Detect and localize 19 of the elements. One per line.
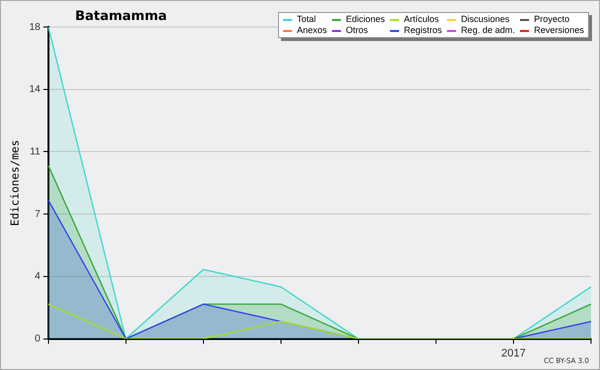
y-tick-label: 4 — [34, 271, 41, 282]
legend-label: Artículos — [404, 14, 439, 25]
legend-label: Registros — [404, 25, 442, 36]
y-axis-title: Ediciones/mes — [8, 140, 22, 226]
legend-label: Ediciones — [346, 14, 385, 25]
legend-label: Reg. de adm. — [460, 25, 515, 36]
y-tick-label: 0 — [34, 334, 41, 345]
legend-label: Discusiones — [460, 14, 510, 25]
legend-label: Reversiones — [534, 25, 584, 36]
y-tick-label: 7 — [34, 208, 41, 220]
legend-label: Total — [296, 14, 316, 25]
y-tick-label: 11 — [30, 146, 41, 158]
y-tick-label: 18 — [29, 22, 41, 33]
chart-title: Batamamma — [74, 9, 168, 24]
legend-label: Anexos — [296, 25, 327, 36]
legend-label: Proyecto — [534, 14, 570, 25]
y-tick-label: 14 — [29, 84, 41, 96]
x-tick-label: 2017 — [501, 347, 526, 360]
legend-label: Otros — [346, 25, 368, 36]
